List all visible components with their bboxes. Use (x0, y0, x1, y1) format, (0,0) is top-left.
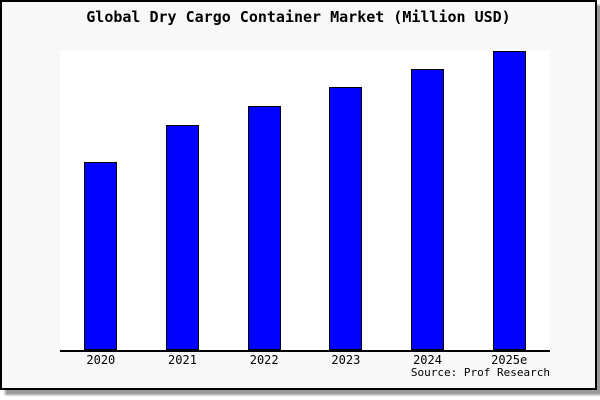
chart-title: Global Dry Cargo Container Market (Milli… (86, 8, 511, 26)
x-tick-2022: 2022 (249, 353, 279, 367)
x-tick-2023: 2023 (331, 353, 361, 367)
bar-2020 (84, 162, 118, 350)
x-tick-2024: 2024 (413, 353, 442, 367)
bar-2021 (166, 125, 199, 350)
bar-slot-2024 (387, 50, 469, 350)
x-axis-labels: 2020 2021 2022 2023 2024 2025e (60, 354, 550, 367)
plot-area (60, 50, 550, 352)
x-tick-2020: 2020 (86, 353, 116, 367)
chart-frame: Global Dry Cargo Container Market (Milli… (0, 0, 597, 390)
x-tick-2025e: 2025e (491, 353, 528, 367)
bar-slot-2021 (142, 50, 224, 350)
bar-2024 (411, 69, 445, 350)
bar-2025e (492, 51, 526, 350)
bar-2023 (329, 87, 363, 350)
source-label: Source: Prof Research (410, 366, 550, 379)
x-tick-2021: 2021 (168, 353, 197, 367)
bar-2022 (247, 106, 281, 350)
bar-slot-2023 (305, 50, 387, 350)
bar-slot-2022 (223, 50, 305, 350)
bar-slot-2020 (60, 50, 142, 350)
bar-slot-2025e (468, 50, 550, 350)
